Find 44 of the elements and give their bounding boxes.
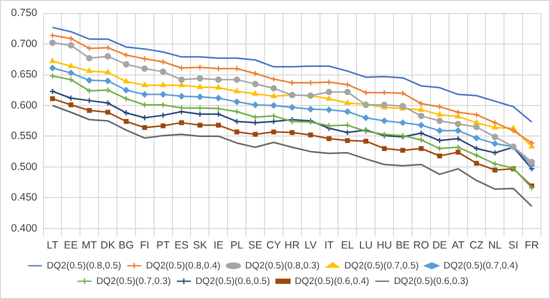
x-tick-label: CY bbox=[266, 240, 281, 252]
x-tick-label: LU bbox=[359, 240, 373, 252]
x-tick-label: EL bbox=[341, 240, 354, 252]
y-tick-label: 0.500 bbox=[10, 160, 38, 173]
y-tick-label: 0.750 bbox=[10, 7, 38, 20]
x-tick-label: EE bbox=[64, 240, 78, 252]
x-tick-label: SK bbox=[192, 240, 207, 252]
legend-label: DQ2(0.5)(0.8,0.5) bbox=[46, 260, 122, 272]
x-tick-label: FI bbox=[140, 240, 150, 252]
x-tick-label: LT bbox=[46, 240, 59, 252]
y-tick-label: 0.600 bbox=[10, 99, 38, 112]
x-tick-label: BE bbox=[396, 240, 410, 252]
legend-label: DQ2(0.5)(0.8,0.3) bbox=[245, 260, 320, 272]
y-tick-label: 0.550 bbox=[10, 130, 38, 142]
legend-label: DQ2(0.5)(0.7,0.3) bbox=[96, 276, 171, 287]
x-tick-label: RO bbox=[413, 240, 430, 252]
x-tick-label: HR bbox=[284, 240, 300, 252]
x-tick-label: AT bbox=[452, 240, 465, 252]
x-tick-label: SI bbox=[508, 240, 518, 252]
x-tick-label: IT bbox=[324, 240, 334, 252]
y-tick-label: 0.700 bbox=[10, 38, 38, 50]
x-tick-label: PL bbox=[230, 240, 244, 252]
x-tick-label: PT bbox=[156, 240, 170, 252]
x-tick-label: NL bbox=[488, 240, 502, 252]
x-tick-label: BG bbox=[118, 240, 134, 252]
y-tick-label: 0.400 bbox=[10, 222, 38, 234]
y-tick-label: 0.650 bbox=[10, 68, 38, 81]
legend-label: DQ2(0.5)(0.6,0.3) bbox=[394, 276, 468, 287]
x-tick-label: CZ bbox=[469, 240, 484, 252]
x-tick-label: DE bbox=[432, 240, 447, 252]
x-tick-label: MT bbox=[82, 240, 98, 252]
x-tick-label: ES bbox=[174, 240, 189, 252]
x-tick-label: LV bbox=[304, 240, 317, 252]
legend-label: DQ2(0.5)(0.7,0.5) bbox=[344, 260, 419, 272]
legend-label: DQ2(0.5)(0.6,0.5) bbox=[196, 276, 270, 287]
legend-label: DQ2(0.5)(0.6,0.4) bbox=[294, 276, 370, 287]
x-tick-label: DK bbox=[100, 240, 116, 252]
legend-label: DQ2(0.5)(0.7,0.4) bbox=[444, 260, 518, 272]
x-tick-label: IE bbox=[213, 240, 224, 252]
legend-label: DQ2(0.5)(0.8,0.4) bbox=[146, 260, 220, 272]
x-tick-label: HU bbox=[376, 240, 392, 252]
x-tick-label: FR bbox=[524, 240, 540, 252]
x-tick-label: SE bbox=[248, 240, 262, 252]
y-tick-label: 0.450 bbox=[10, 192, 38, 204]
